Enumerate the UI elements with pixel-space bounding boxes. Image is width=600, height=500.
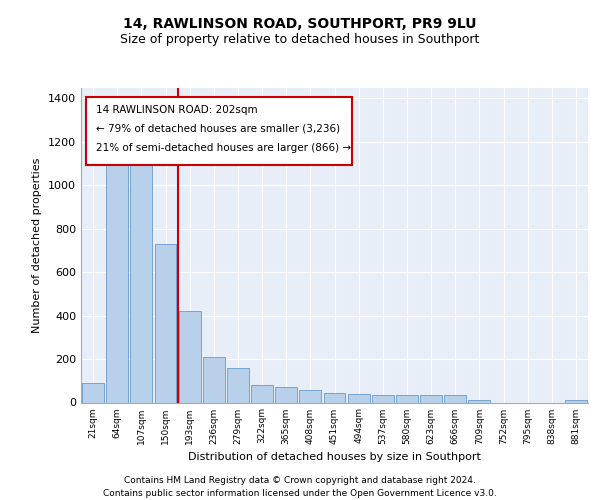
Bar bbox=[469, 400, 490, 402]
Y-axis label: Number of detached properties: Number of detached properties bbox=[32, 158, 43, 332]
Text: Size of property relative to detached houses in Southport: Size of property relative to detached ho… bbox=[121, 32, 479, 46]
Text: 14 RAWLINSON ROAD: 202sqm: 14 RAWLINSON ROAD: 202sqm bbox=[96, 105, 258, 115]
Text: ← 79% of detached houses are smaller (3,236): ← 79% of detached houses are smaller (3,… bbox=[96, 123, 340, 133]
Bar bbox=[372, 395, 394, 402]
Text: 14, RAWLINSON ROAD, SOUTHPORT, PR9 9LU: 14, RAWLINSON ROAD, SOUTHPORT, PR9 9LU bbox=[123, 18, 477, 32]
Bar bbox=[275, 388, 297, 402]
X-axis label: Distribution of detached houses by size in Southport: Distribution of detached houses by size … bbox=[188, 452, 481, 462]
Bar bbox=[179, 312, 200, 402]
Bar bbox=[130, 159, 152, 402]
Text: Contains HM Land Registry data © Crown copyright and database right 2024.: Contains HM Land Registry data © Crown c… bbox=[124, 476, 476, 485]
Bar bbox=[420, 395, 442, 402]
Bar bbox=[445, 395, 466, 402]
Bar bbox=[251, 385, 273, 402]
Bar bbox=[106, 152, 128, 402]
Text: Contains public sector information licensed under the Open Government Licence v3: Contains public sector information licen… bbox=[103, 489, 497, 498]
Bar bbox=[323, 392, 346, 402]
Text: 21% of semi-detached houses are larger (866) →: 21% of semi-detached houses are larger (… bbox=[96, 142, 352, 152]
Bar bbox=[82, 383, 104, 402]
Bar bbox=[227, 368, 249, 402]
Bar bbox=[348, 394, 370, 402]
Bar bbox=[565, 400, 587, 402]
Bar bbox=[396, 395, 418, 402]
FancyBboxPatch shape bbox=[86, 97, 352, 164]
Bar bbox=[203, 357, 224, 403]
Bar bbox=[299, 390, 321, 402]
Bar bbox=[155, 244, 176, 402]
